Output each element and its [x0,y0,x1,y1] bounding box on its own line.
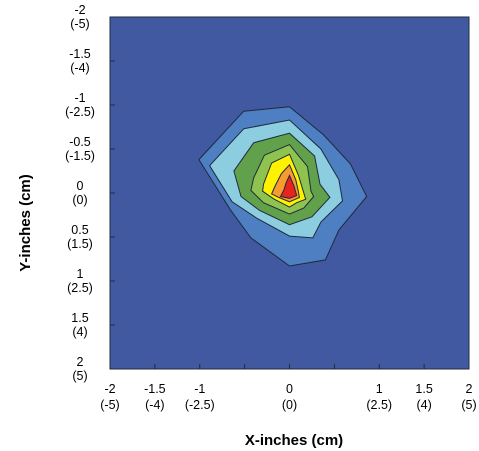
y-tick-label-cm: (0) [72,193,87,207]
x-tick-label-inch: 0 [286,382,293,396]
y-tick-label-inch: -1 [74,91,85,105]
y-tick-label-cm: (-4) [70,61,89,75]
y-tick-label-inch: 2 [77,355,84,369]
y-tick-label-cm: (4) [72,325,87,339]
y-tick-label-cm: (2.5) [67,281,93,295]
y-tick-label-cm: (-2.5) [65,105,95,119]
x-tick-label-cm: (-4) [145,398,164,412]
contour-level-7 [279,174,298,199]
x-axis-title: X-inches (cm) [245,432,343,449]
x-tick-label-cm: (-2.5) [185,398,215,412]
x-tick-label-inch: 1 [376,382,383,396]
y-tick-label-cm: (-1.5) [65,149,95,163]
contour-layer [198,106,368,267]
y-tick-label-cm: (1.5) [67,237,93,251]
x-tick-label-inch: 2 [466,382,473,396]
y-tick-label-inch: 0 [77,179,84,193]
x-tick-label-cm: (4) [416,398,431,412]
x-tick-label-inch: -2 [104,382,115,396]
x-tick-label-cm: (2.5) [366,398,392,412]
y-tick-label-inch: -2 [74,3,85,17]
x-tick-label-inch: -1.5 [144,382,166,396]
y-tick-label-cm: (5) [72,369,87,383]
y-axis-ticks: -2(-5)-1.5(-4)-1(-2.5)-0.5(-1.5)0(0)0.5(… [65,3,115,383]
y-tick-label-cm: (-5) [70,17,89,31]
y-axis-title: Y-inches (cm) [17,174,34,272]
x-tick-label-cm: (5) [461,398,476,412]
y-tick-label-inch: 1 [77,267,84,281]
x-tick-label-inch: -1 [194,382,205,396]
x-tick-label-cm: (-5) [100,398,119,412]
y-tick-label-inch: 1.5 [71,311,88,325]
y-tick-label-inch: -0.5 [69,135,91,149]
y-tick-label-inch: -1.5 [69,47,91,61]
y-tick-label-inch: 0.5 [71,223,88,237]
x-tick-label-cm: (0) [282,398,297,412]
x-tick-label-inch: 1.5 [415,382,432,396]
x-axis-ticks: -2 (-5) -1.5 (-4) -1 (-2.5) 0 (0) 1 (2.5) 1.5 (4) 2 (… [100,364,477,412]
